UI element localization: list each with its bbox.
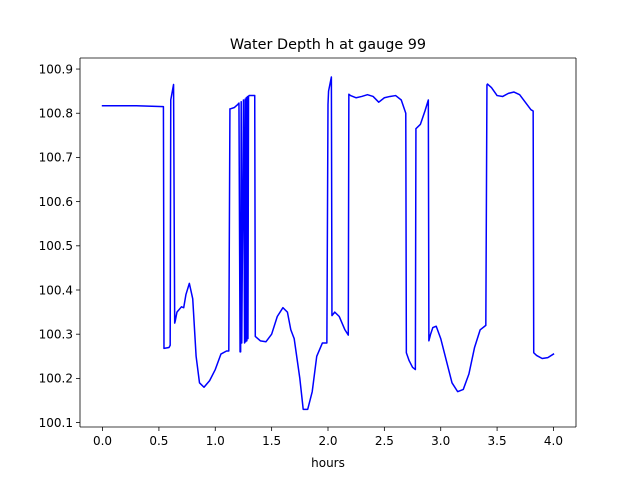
x-tick-label: 3.5 (488, 434, 507, 448)
y-tick-label: 100.9 (39, 62, 73, 76)
series-line-0 (101, 76, 555, 411)
x-tick-label: 2.5 (375, 434, 394, 448)
y-tick-label: 100.5 (39, 239, 73, 253)
y-tick-label: 100.2 (39, 372, 73, 386)
y-tick-label: 100.4 (39, 283, 73, 297)
x-tick-label: 3.0 (431, 434, 450, 448)
series-layer (101, 76, 555, 411)
chart-title: Water Depth h at gauge 99 (230, 37, 426, 53)
x-tick-label: 4.0 (544, 434, 563, 448)
y-tick-label: 100.7 (39, 151, 73, 165)
x-axis-title: hours (311, 456, 345, 470)
y-axis: 100.1 100.2 100.3 100.4 100.5 100.6 100.7 100.8… (39, 62, 80, 430)
y-tick-label: 100.6 (39, 195, 73, 209)
x-tick-label: 0.0 (93, 434, 112, 448)
x-tick-label: 0.5 (149, 434, 168, 448)
x-tick-label: 2.0 (318, 434, 337, 448)
y-tick-label: 100.3 (39, 327, 73, 341)
x-axis: 0.0 0.5 1.0 1.5 2.0 2.5 3.0 3.5 4.0 (93, 427, 563, 448)
y-tick-label: 100.8 (39, 107, 73, 121)
x-tick-label: 1.0 (206, 434, 225, 448)
y-tick-label: 100.1 (39, 416, 73, 430)
x-tick-label: 1.5 (262, 434, 281, 448)
